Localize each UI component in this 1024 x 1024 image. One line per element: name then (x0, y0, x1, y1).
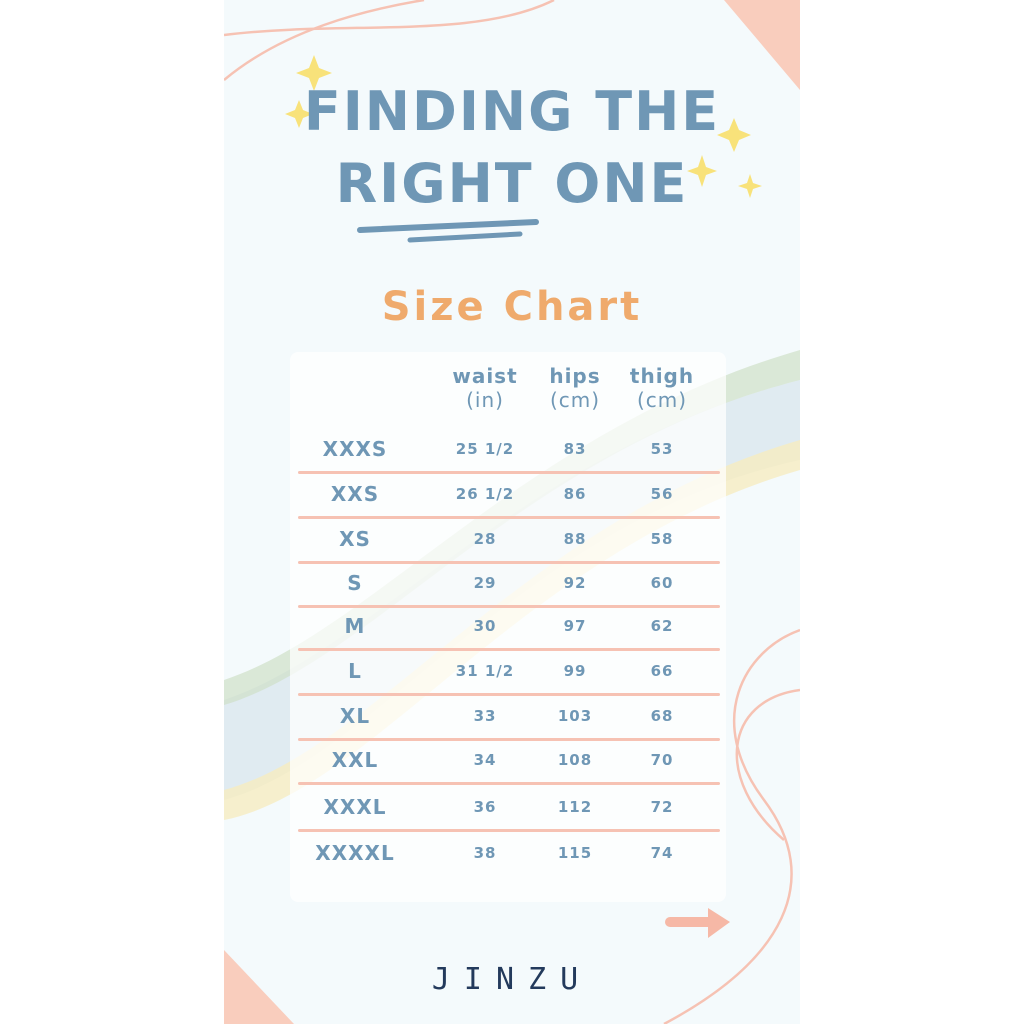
cell-thigh: 72 (650, 798, 674, 816)
column-header-hips: hips (cm) (525, 364, 625, 412)
row-divider (298, 648, 720, 651)
cell-size: L (348, 659, 362, 683)
cell-thigh: 74 (650, 844, 674, 862)
column-header-waist: waist (in) (435, 364, 535, 412)
table-row: XXS 26 1/2 86 56 (290, 472, 726, 516)
row-divider (298, 561, 720, 564)
cell-waist: 29 (473, 574, 497, 592)
cell-waist: 36 (473, 798, 497, 816)
table-row: XXXXL 38 115 74 (290, 831, 726, 875)
cell-waist: 33 (473, 707, 497, 725)
column-label: hips (549, 364, 601, 388)
sparkle-icon (285, 55, 762, 198)
cell-thigh: 66 (650, 662, 674, 680)
cell-waist: 38 (473, 844, 497, 862)
column-unit: (in) (466, 388, 504, 412)
cell-thigh: 60 (650, 574, 674, 592)
cell-thigh: 56 (650, 485, 674, 503)
cell-size: XS (339, 527, 371, 551)
table-row: XS 28 88 58 (290, 517, 726, 561)
column-header-thigh: thigh (cm) (612, 364, 712, 412)
cell-waist: 31 1/2 (455, 662, 515, 680)
cell-hips: 83 (563, 440, 587, 458)
cell-size: XXXXL (315, 841, 395, 865)
cell-waist: 26 1/2 (455, 485, 515, 503)
corner-triangle-bottom (224, 950, 294, 1024)
cell-size: XL (339, 704, 371, 728)
heading-line-1: FINDING THE (303, 80, 721, 143)
arrow-right-icon (665, 908, 730, 938)
cell-hips: 108 (557, 751, 593, 769)
cell-size: XXXS (322, 437, 388, 461)
table-row: XXXS 25 1/2 83 53 (290, 427, 726, 471)
table-row: XXXL 36 112 72 (290, 785, 726, 829)
cell-hips: 88 (563, 530, 587, 548)
row-divider (298, 516, 720, 519)
cell-thigh: 58 (650, 530, 674, 548)
table-row: L 31 1/2 99 66 (290, 649, 726, 693)
column-unit: (cm) (636, 388, 688, 412)
cell-hips: 103 (557, 707, 593, 725)
size-table: waist (in) hips (cm) thigh (cm) XXXS 25 1/2 8… (290, 352, 726, 902)
cell-thigh: 53 (650, 440, 674, 458)
cell-waist: 30 (473, 617, 497, 635)
cell-hips: 92 (563, 574, 587, 592)
column-label: waist (452, 364, 518, 388)
heading-highlight: RIGHT (305, 146, 544, 227)
cell-thigh: 62 (650, 617, 674, 635)
size-chart-poster: FINDING THE RIGHT ONE Size Chart waist (i… (224, 0, 800, 1024)
heading-rest: ONE (533, 152, 689, 215)
cell-waist: 25 1/2 (455, 440, 515, 458)
table-row: XXL 34 108 70 (290, 738, 726, 782)
column-unit: (cm) (549, 388, 601, 412)
cell-size: XXS (330, 482, 380, 506)
cell-hips: 86 (563, 485, 587, 503)
table-row: M 30 97 62 (290, 604, 726, 648)
subtitle: Size Chart (381, 284, 643, 330)
row-divider (298, 782, 720, 785)
cell-waist: 34 (473, 751, 497, 769)
cell-hips: 112 (557, 798, 593, 816)
cell-size: XXXL (323, 795, 387, 819)
cell-waist: 28 (473, 530, 497, 548)
row-divider (298, 829, 720, 832)
brand-logo: JINZU (431, 962, 593, 997)
table-row: S 29 92 60 (290, 561, 726, 605)
cell-size: M (344, 614, 366, 638)
column-label: thigh (629, 364, 695, 388)
cell-thigh: 70 (650, 751, 674, 769)
row-divider (298, 693, 720, 696)
row-divider (298, 605, 720, 608)
heading-line-2: RIGHT ONE (224, 146, 800, 227)
cell-size: XXL (331, 748, 379, 772)
row-divider (298, 471, 720, 474)
cell-thigh: 68 (650, 707, 674, 725)
row-divider (298, 738, 720, 741)
table-row: XL 33 103 68 (290, 694, 726, 738)
cell-hips: 115 (557, 844, 593, 862)
cell-size: S (347, 571, 363, 595)
cell-hips: 99 (563, 662, 587, 680)
corner-triangle-top (724, 0, 800, 90)
cell-hips: 97 (563, 617, 587, 635)
